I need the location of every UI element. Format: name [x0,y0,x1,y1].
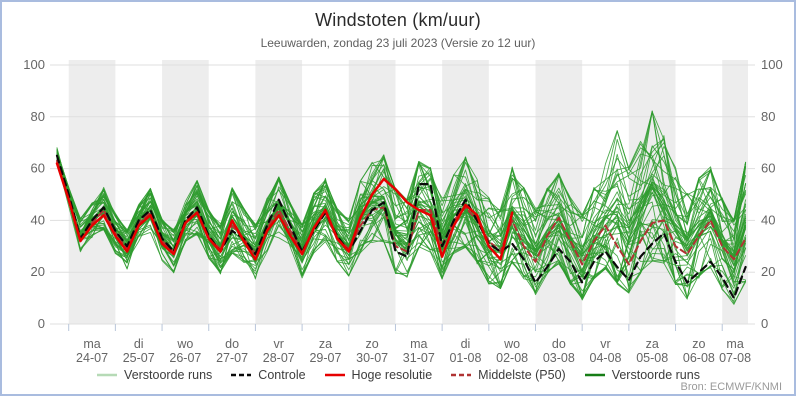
svg-text:07-08: 07-08 [719,351,751,365]
svg-text:ma: ma [410,337,427,351]
svg-text:30-07: 30-07 [356,351,388,365]
svg-text:20: 20 [31,264,45,279]
legend-label: Verstoorde runs [611,368,700,382]
svg-text:60: 60 [31,161,45,176]
svg-text:ma: ma [726,337,743,351]
legend-label: Verstoorde runs [124,368,213,382]
legend-label: Hoge resolutie [351,368,433,382]
svg-text:za: za [646,337,659,351]
legend-label: Controle [258,368,306,382]
svg-text:05-08: 05-08 [636,351,668,365]
svg-text:vr: vr [274,337,284,351]
legend-label: Middelste (P50) [478,368,566,382]
svg-text:80: 80 [761,109,775,124]
svg-text:24-07: 24-07 [76,351,108,365]
svg-text:26-07: 26-07 [169,351,201,365]
chart-title: Windstoten (km/uur) [315,10,481,30]
svg-text:zo: zo [366,337,379,351]
svg-text:di: di [461,337,471,351]
svg-text:wo: wo [503,337,520,351]
svg-text:06-08: 06-08 [683,351,715,365]
legend-item-hres: Hoge resolutie [324,368,433,382]
svg-text:01-08: 01-08 [449,351,481,365]
svg-text:vr: vr [600,337,610,351]
svg-text:27-07: 27-07 [216,351,248,365]
svg-text:40: 40 [761,212,775,227]
svg-text:0: 0 [38,316,45,331]
svg-text:28-07: 28-07 [263,351,295,365]
line-sample-icon [584,373,605,377]
svg-text:wo: wo [176,337,193,351]
line-sample-icon [324,373,345,377]
svg-text:do: do [225,337,239,351]
svg-text:ma: ma [83,337,100,351]
svg-text:80: 80 [31,109,45,124]
legend-item-p50: Middelste (P50) [450,368,566,382]
line-sample-icon [97,373,118,377]
chart-subtitle: Leeuwarden, zondag 23 juli 2023 (Versie … [260,36,536,50]
svg-text:25-07: 25-07 [123,351,155,365]
legend-item-ensemble-light: Verstoorde runs [96,368,212,382]
legend-item-ensemble-dark: Verstoorde runs [584,368,700,382]
svg-text:02-08: 02-08 [496,351,528,365]
dashed-line-sample-icon [451,373,472,377]
svg-text:0: 0 [761,316,768,331]
svg-text:za: za [319,337,332,351]
svg-text:zo: zo [692,337,705,351]
svg-text:100: 100 [761,57,783,72]
svg-text:di: di [134,337,144,351]
svg-text:40: 40 [31,212,45,227]
svg-text:100: 100 [23,57,45,72]
dashed-line-sample-icon [231,373,252,377]
legend-item-control: Controle [230,368,306,382]
source-credit: Bron: ECMWF/KNMI [680,381,782,393]
svg-text:31-07: 31-07 [403,351,435,365]
svg-text:29-07: 29-07 [309,351,341,365]
svg-text:03-08: 03-08 [543,351,575,365]
svg-text:20: 20 [761,264,775,279]
svg-text:60: 60 [761,161,775,176]
chart-legend: Verstoorde runs Controle Hoge resolutie … [2,368,794,382]
svg-text:04-08: 04-08 [590,351,622,365]
svg-text:do: do [552,337,566,351]
